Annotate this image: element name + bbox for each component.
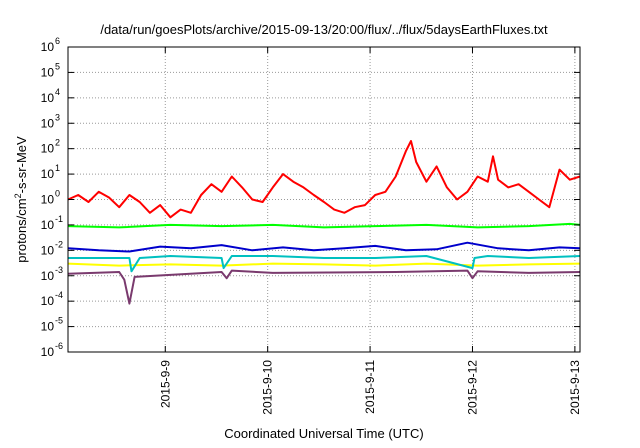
y-tick-label: 10 [41,116,55,130]
series-line [67,241,581,253]
y-tick-exponent: 3 [55,112,60,122]
y-tick-label: 10 [41,91,55,105]
x-tick-label: 2015-9-11 [363,360,377,414]
y-axis: 10 -610 -510 -410 -310 -210 -110 010 110 210 310 41… [41,36,580,359]
y-tick-exponent: 4 [55,87,60,97]
y-axis-label-rest: -s-sr-MeV [14,136,29,193]
y-tick-exponent: -5 [55,316,63,326]
series-layer [67,140,581,305]
y-tick-exponent: -2 [55,239,63,249]
x-tick-label: 2015-9-10 [261,360,275,415]
y-tick-label: 10 [41,193,55,207]
y-tick-exponent: -6 [55,341,63,351]
y-tick-exponent: -3 [55,265,63,275]
y-tick-exponent: 0 [55,189,60,199]
x-tick-label: 2015-9-12 [465,360,479,415]
y-tick-exponent: -1 [55,214,63,224]
y-tick-label: 10 [41,345,55,359]
y-tick-label: 10 [41,40,55,54]
y-axis-label-exp: 2 [13,193,23,198]
y-tick-label: 10 [41,243,55,257]
x-tick-label: 2015-9-9 [158,360,172,408]
x-axis-label: Coordinated Universal Time (UTC) [224,426,423,441]
chart-title: /data/run/goesPlots/archive/2015-09-13/2… [100,22,548,37]
grid-lines [68,47,580,352]
x-tick-label: 2015-9-13 [568,360,582,415]
y-tick-label: 10 [41,320,55,334]
y-tick-exponent: 1 [55,163,60,173]
x-axis: 2015-9-9 2015-9-10 2015-9-11 2015-9-12 2015-… [158,47,582,415]
y-tick-label: 10 [41,269,55,283]
series-line [67,269,581,305]
y-tick-label: 10 [41,218,55,232]
y-tick-exponent: -4 [55,290,63,300]
series-line [67,222,581,229]
y-axis-label-base: protons/cm [14,198,29,262]
y-tick-label: 10 [41,65,55,79]
y-tick-exponent: 6 [55,36,60,46]
y-tick-label: 10 [41,294,55,308]
y-axis-label: protons/cm2-s-sr-MeV [13,136,29,263]
y-tick-label: 10 [41,167,55,181]
series-line [67,140,581,219]
series-line [67,262,581,267]
y-tick-exponent: 5 [55,61,60,71]
y-tick-label: 10 [41,142,55,156]
y-tick-exponent: 2 [55,138,60,148]
series-line [68,255,581,273]
